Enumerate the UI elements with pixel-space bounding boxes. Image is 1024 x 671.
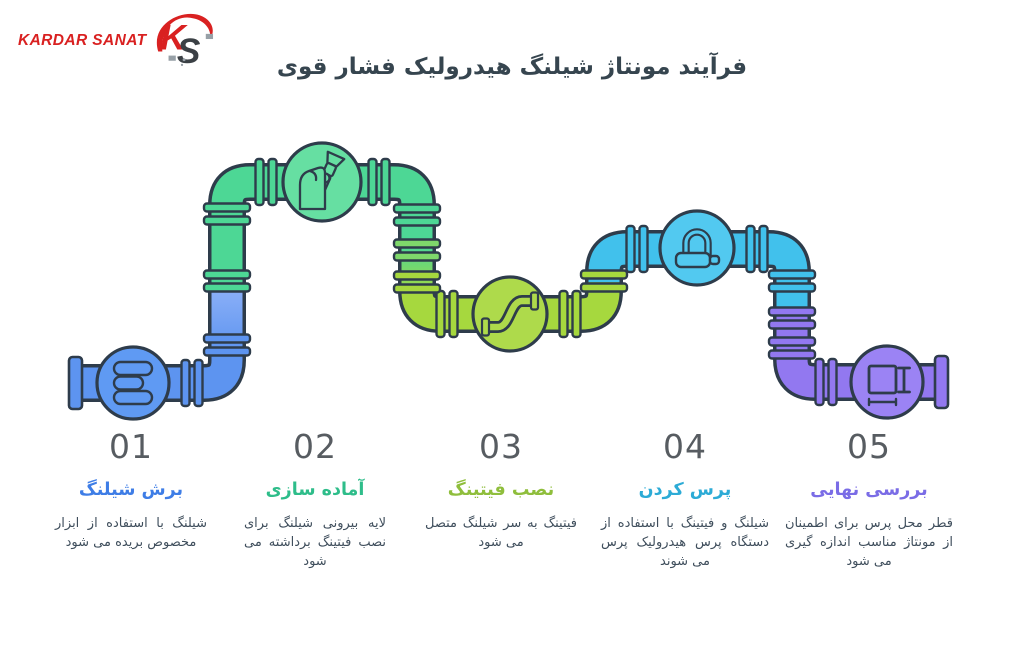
ks-monogram-icon: K S — [156, 13, 213, 68]
hose-fitting-icon — [205, 33, 213, 40]
step-number: 03 — [479, 427, 523, 466]
pipe-coupling — [767, 269, 817, 293]
pipe-end-flange-left — [67, 355, 84, 411]
s-fitting-icon — [480, 291, 540, 337]
press-clamp-icon — [674, 228, 721, 269]
pipe-coupling — [814, 357, 838, 407]
brand-logo: KARDAR SANAT K S — [18, 8, 215, 68]
monogram-k: K — [160, 18, 188, 57]
step-title: آماده سازی — [265, 480, 365, 501]
pipe-coupling — [254, 157, 278, 207]
step-description: قطر محل پرس برای اطمینان از مونتاژ مناسب… — [785, 516, 953, 570]
step-description: فیتینگ به سر شیلنگ متصل می شود — [425, 516, 577, 551]
pipe-segment-blue — [80, 344, 243, 399]
step-title: پرس کردن — [638, 480, 732, 501]
step-node-2 — [281, 141, 363, 223]
pipe-coupling — [558, 289, 582, 339]
hand-skiving-icon — [298, 150, 346, 211]
step-column-1: 01 برش شیلنگ شیلنگ با استفاده از ابزار م… — [36, 427, 226, 552]
step-column-4: 04 پرس کردن شیلنگ و فیتینگ با استفاده از… — [590, 427, 780, 571]
pipe-coupling — [202, 333, 252, 357]
step-number: 02 — [293, 427, 337, 466]
pipe-coupling — [202, 269, 252, 293]
pipe-couplings — [180, 157, 838, 408]
step-title: برش شیلنگ — [78, 480, 184, 501]
pipe-coupling — [579, 269, 629, 293]
monogram-s: S — [176, 32, 200, 68]
step-number: 01 — [109, 427, 153, 466]
logo-swoosh-icon — [156, 13, 213, 52]
step-title: نصب فیتینگ — [447, 480, 555, 501]
step-description: شیلنگ با استفاده از ابزار مخصوص بریده می… — [55, 516, 207, 551]
step-number: 04 — [663, 427, 707, 466]
pipe-coupling — [392, 203, 442, 227]
step-node-5 — [849, 344, 925, 420]
pipe-coupling — [767, 336, 817, 360]
pipe-coupling — [625, 224, 649, 274]
step-node-1 — [95, 345, 171, 421]
step-description: لایه بیرونی شیلنگ برای نصب فیتینگ برداشت… — [244, 516, 386, 570]
step-column-3: 03 نصب فیتینگ فیتینگ به سر شیلنگ متصل می… — [406, 427, 596, 552]
brand-name: KARDAR SANAT — [18, 32, 147, 49]
step-title: بررسی نهایی — [810, 480, 928, 501]
step-node-3 — [471, 275, 549, 353]
pipe-coupling — [392, 270, 442, 294]
hose-fitting-icon — [168, 55, 176, 61]
step-number: 05 — [847, 427, 891, 466]
pipe-coupling — [367, 157, 391, 207]
step-circle-4 — [658, 209, 736, 287]
step-column-2: 02 آماده سازی لایه بیرونی شیلنگ برای نصب… — [220, 427, 410, 571]
pipe-coupling — [745, 224, 769, 274]
step-column-5: 05 بررسی نهایی قطر محل پرس برای اطمینان … — [774, 427, 964, 571]
step-node-4 — [658, 209, 736, 287]
measure-check-icon — [867, 364, 911, 407]
pipe-coupling — [435, 289, 459, 339]
page-title: فرآیند مونتاژ شیلنگ هیدرولیک فشار قوی — [276, 54, 748, 80]
pipe-coupling — [767, 306, 817, 330]
pipe-end-flange-right — [933, 354, 950, 410]
step-description: شیلنگ و فیتینگ با استفاده از دستگاه پرس … — [601, 516, 769, 570]
pipe-coupling — [202, 202, 252, 226]
pipe-coupling — [180, 358, 204, 408]
step-circle-5 — [849, 344, 925, 420]
logo-dot — [180, 63, 183, 67]
logo-dot — [182, 58, 186, 62]
cut-hose-icon — [112, 360, 154, 406]
pipe-coupling — [392, 238, 442, 262]
